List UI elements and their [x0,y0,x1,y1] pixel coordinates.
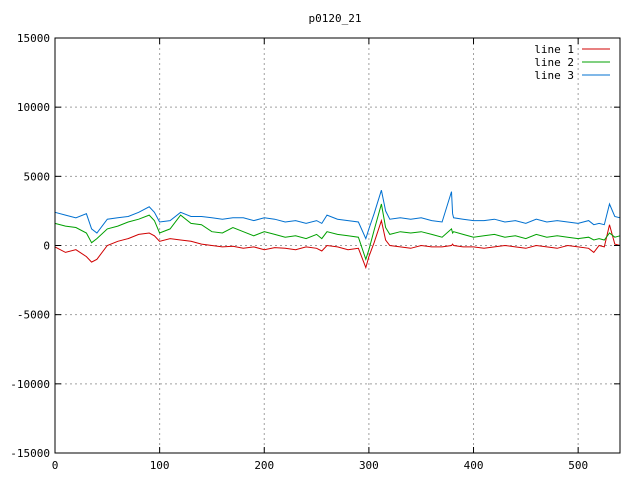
legend-label: line 2 [534,56,574,69]
legend-label: line 1 [534,43,574,56]
y-tick-label: 5000 [24,170,51,183]
y-tick-label: 15000 [17,32,50,45]
chart-title: p0120_21 [309,12,362,25]
y-tick-label: 0 [43,240,50,253]
series-line-1 [54,218,621,270]
y-tick-label: 10000 [17,101,50,114]
y-tick-label: -10000 [10,378,50,391]
y-tick-label: -15000 [10,447,50,460]
y-tick-label: -5000 [17,309,50,322]
series-group [54,190,621,270]
x-tick-label: 400 [464,459,484,472]
x-axis: 0 100 200 300 400 500 [52,38,588,472]
x-tick-label: 100 [150,459,170,472]
y-axis: -15000 -10000 -5000 0 5000 10000 15000 [10,32,620,460]
legend-label: line 3 [534,69,574,82]
grid [55,38,620,453]
x-tick-label: 0 [52,459,59,472]
series-line-3 [54,190,621,241]
series-line-2 [54,203,621,261]
x-tick-label: 300 [359,459,379,472]
x-tick-label: 200 [254,459,274,472]
x-tick-label: 500 [568,459,588,472]
